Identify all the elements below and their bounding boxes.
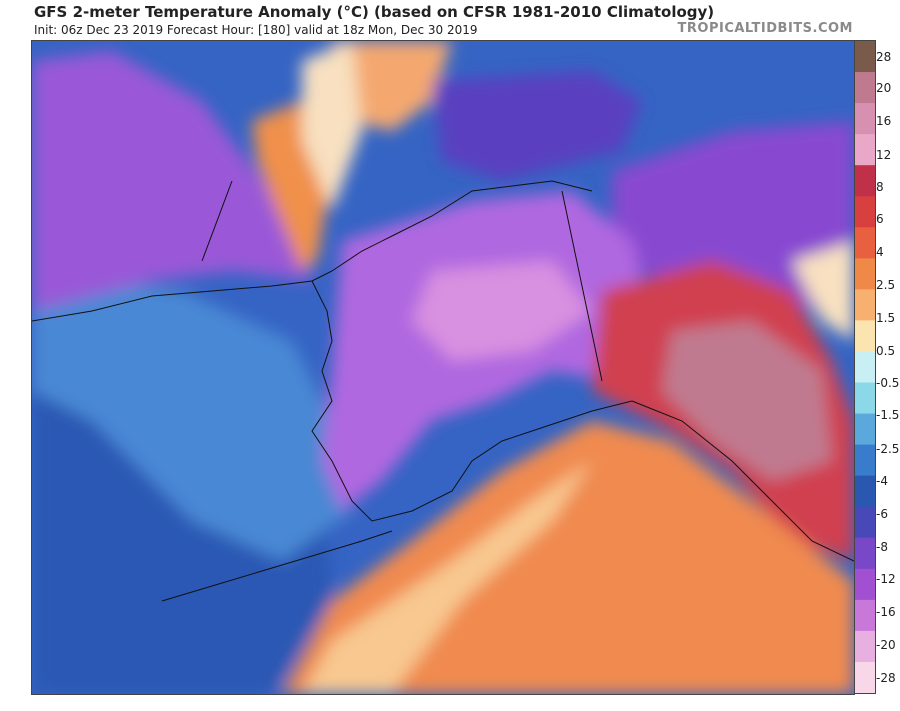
colorbar-label: 4 [876, 245, 884, 259]
colorbar-swatch [855, 227, 875, 259]
colorbar-swatch [855, 475, 875, 508]
gulf-warm-pale [302, 461, 592, 694]
coastlines [32, 180, 854, 602]
bering-sea-mid [32, 271, 352, 561]
colorbar-label: -16 [876, 605, 896, 619]
colorbar-swatch [855, 134, 875, 166]
colorbar-swatch [855, 537, 875, 570]
colorbar-label: -12 [876, 572, 896, 586]
colorbar-label: 12 [876, 148, 892, 162]
colorbar-swatch [855, 568, 875, 601]
panhandle-coast [631, 400, 854, 562]
map-canvas [32, 41, 854, 694]
siberia-landmass [32, 51, 312, 311]
colorbar-swatch [855, 165, 875, 197]
colorbar-swatch [855, 444, 875, 477]
forecast-info: Init: 06z Dec 23 2019 Forecast Hour: [18… [34, 23, 478, 37]
colorbar-label: -2.5 [876, 442, 900, 456]
colorbar-swatch [855, 630, 875, 663]
colorbar-swatch [855, 41, 875, 73]
colorbar-label: 20 [876, 81, 892, 95]
colorbar-label: -28 [876, 671, 896, 685]
colorbar-swatch [855, 661, 875, 693]
colorbar-swatch [855, 413, 875, 446]
alaska-interior-pink [412, 261, 592, 361]
colorbar-swatch [855, 320, 875, 352]
colorbar-label: 2.5 [876, 278, 896, 292]
colorbar-swatch [855, 72, 875, 104]
canada-cold [612, 121, 854, 321]
alaska-north-coast [311, 180, 593, 282]
credit-watermark: TROPICALTIDBITS.COM [677, 21, 853, 36]
siberia-border [201, 180, 233, 262]
alaska-yukon-border [561, 190, 603, 382]
yukon-warm-core [662, 321, 832, 481]
colorbar [854, 40, 876, 694]
temperature-anomaly-map[interactable] [31, 40, 855, 695]
colorbar-swatch [855, 599, 875, 632]
colorbar-label: 1.5 [876, 311, 896, 325]
arctic-warm [332, 41, 452, 131]
colorbar-swatch [855, 258, 875, 290]
beaufort-cold [432, 71, 642, 181]
colorbar-label: 6 [876, 212, 884, 226]
colorbar-label: -4 [876, 474, 888, 488]
colorbar-swatch [855, 382, 875, 415]
alaska-west-coast [311, 280, 633, 522]
colorbar-swatch [855, 351, 875, 384]
colorbar-label: -1.5 [876, 408, 900, 422]
colorbar-label: -0.5 [876, 376, 900, 390]
colorbar-swatches [855, 41, 875, 693]
siberia-coast [32, 280, 313, 322]
colorbar-label: 28 [876, 50, 892, 64]
map-title: GFS 2-meter Temperature Anomaly (°C) (ba… [34, 3, 715, 21]
colorbar-swatch [855, 289, 875, 321]
colorbar-swatch [855, 196, 875, 228]
colorbar-label: 16 [876, 114, 892, 128]
arctic-pale [302, 41, 362, 211]
colorbar-label: -6 [876, 507, 888, 521]
colorbar-label: 8 [876, 180, 884, 194]
canada-coast-pale [792, 241, 854, 341]
colorbar-label: -20 [876, 638, 896, 652]
colorbar-swatch [855, 103, 875, 135]
colorbar-swatch [855, 506, 875, 539]
aleutian-chain [161, 530, 393, 602]
colorbar-label: -8 [876, 540, 888, 554]
colorbar-label: 0.5 [876, 344, 896, 358]
colorbar-labels: 28 20 16 12 8 6 4 2.5 1.5 0.5 -0.5 -1.5 … [876, 40, 900, 694]
